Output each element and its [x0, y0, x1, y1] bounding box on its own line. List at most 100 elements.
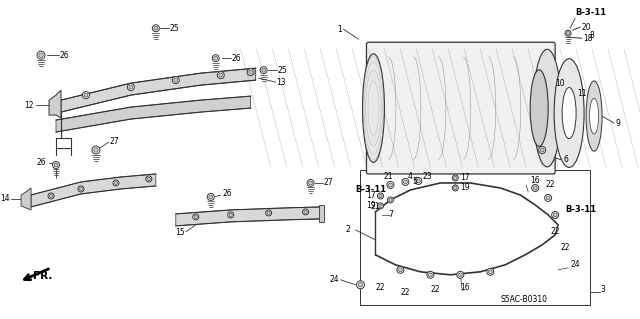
Text: 24: 24 — [570, 260, 580, 269]
Text: 20: 20 — [581, 23, 591, 32]
Circle shape — [454, 186, 457, 189]
Circle shape — [488, 270, 492, 274]
Text: 15: 15 — [175, 228, 185, 237]
Text: 22: 22 — [431, 285, 440, 294]
Circle shape — [553, 213, 557, 217]
Circle shape — [402, 178, 409, 185]
Text: 13: 13 — [276, 78, 286, 87]
Circle shape — [565, 30, 571, 36]
Polygon shape — [49, 90, 61, 118]
Text: 19: 19 — [366, 201, 376, 211]
Text: 4: 4 — [408, 173, 412, 182]
Ellipse shape — [533, 49, 561, 167]
Text: 8: 8 — [589, 31, 594, 40]
Circle shape — [48, 193, 54, 199]
Circle shape — [457, 271, 464, 278]
Circle shape — [228, 212, 234, 218]
Circle shape — [358, 283, 363, 287]
Text: 3: 3 — [600, 285, 605, 294]
Circle shape — [247, 69, 254, 76]
Text: FR.: FR. — [33, 271, 52, 281]
Text: S5AC-B0310: S5AC-B0310 — [500, 295, 547, 304]
Text: 11: 11 — [577, 89, 587, 98]
Circle shape — [379, 194, 382, 197]
Circle shape — [266, 210, 271, 216]
Polygon shape — [176, 207, 321, 226]
Circle shape — [93, 148, 98, 152]
Circle shape — [37, 51, 45, 59]
Circle shape — [539, 146, 546, 153]
Circle shape — [115, 181, 118, 185]
Text: 2: 2 — [346, 226, 351, 234]
Circle shape — [566, 32, 570, 35]
Text: B-3-11: B-3-11 — [575, 8, 606, 17]
Circle shape — [262, 68, 266, 72]
FancyBboxPatch shape — [367, 42, 555, 174]
Text: 22: 22 — [560, 243, 570, 252]
Circle shape — [193, 214, 199, 220]
Text: 23: 23 — [422, 173, 432, 182]
Circle shape — [356, 281, 364, 289]
Circle shape — [127, 84, 134, 91]
Polygon shape — [31, 174, 156, 207]
Text: 21: 21 — [371, 203, 380, 211]
Polygon shape — [21, 188, 31, 210]
Circle shape — [212, 55, 220, 62]
Circle shape — [219, 73, 223, 77]
Ellipse shape — [362, 54, 385, 162]
Circle shape — [79, 187, 83, 190]
Circle shape — [217, 72, 224, 79]
Text: 5: 5 — [412, 177, 417, 187]
Text: 27: 27 — [324, 178, 333, 188]
Text: 14: 14 — [1, 195, 10, 204]
Ellipse shape — [589, 98, 598, 134]
Circle shape — [308, 181, 312, 185]
Circle shape — [172, 77, 179, 84]
Circle shape — [154, 26, 157, 30]
Circle shape — [92, 146, 100, 154]
Text: 25: 25 — [278, 66, 287, 75]
Circle shape — [307, 180, 314, 186]
Circle shape — [388, 183, 392, 187]
Text: 26: 26 — [223, 189, 232, 198]
Circle shape — [214, 56, 218, 60]
Circle shape — [39, 53, 44, 57]
Circle shape — [209, 195, 212, 199]
Circle shape — [379, 204, 382, 208]
Text: 26: 26 — [60, 51, 70, 60]
Text: 21: 21 — [384, 173, 394, 182]
Circle shape — [84, 93, 88, 97]
Circle shape — [113, 180, 119, 186]
Ellipse shape — [530, 70, 548, 146]
Circle shape — [397, 266, 404, 273]
Text: 24: 24 — [330, 275, 339, 284]
Text: 22: 22 — [376, 283, 385, 292]
Circle shape — [229, 213, 232, 217]
Circle shape — [49, 194, 52, 197]
Circle shape — [147, 177, 150, 181]
Text: B-3-11: B-3-11 — [565, 205, 596, 214]
Text: 26: 26 — [232, 54, 241, 63]
Text: 17: 17 — [366, 191, 376, 200]
Circle shape — [52, 161, 60, 168]
Text: 7: 7 — [388, 211, 394, 219]
Circle shape — [454, 176, 457, 180]
Ellipse shape — [586, 81, 602, 151]
Text: 9: 9 — [615, 119, 620, 128]
Circle shape — [403, 180, 407, 184]
Circle shape — [249, 70, 253, 74]
Text: 6: 6 — [563, 155, 568, 165]
Circle shape — [417, 179, 420, 183]
Ellipse shape — [562, 87, 576, 139]
Circle shape — [304, 210, 307, 213]
Circle shape — [540, 148, 544, 152]
Circle shape — [267, 211, 270, 215]
Circle shape — [552, 211, 559, 219]
Text: 22: 22 — [550, 227, 559, 236]
Circle shape — [54, 163, 58, 167]
Text: 22: 22 — [545, 181, 555, 189]
Text: 1: 1 — [337, 25, 342, 34]
Text: 18: 18 — [583, 34, 593, 43]
Circle shape — [545, 195, 552, 201]
Circle shape — [387, 197, 394, 203]
